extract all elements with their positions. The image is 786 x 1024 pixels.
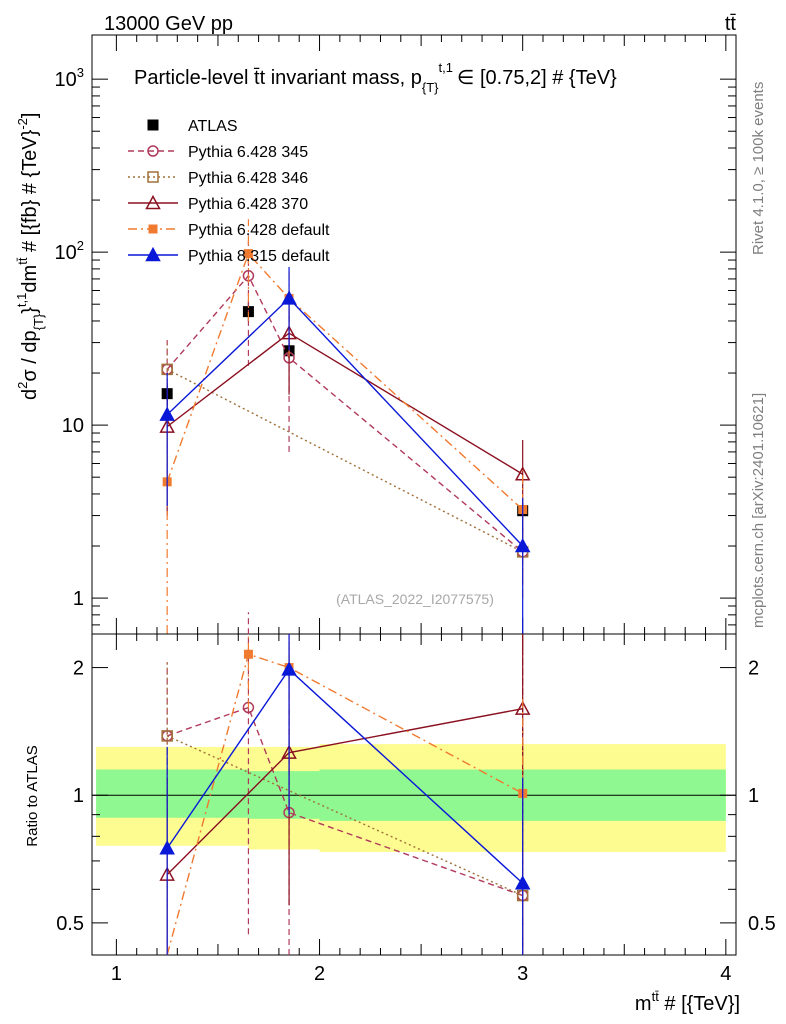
main-y-axis-label: d2σ / dp{T}}t,1dmtt̄ # [{fb} # {TeV}-2] [14,113,46,400]
uncertainty-band-inner [96,769,249,818]
ylabel-c-sup: t,1 [14,293,29,307]
ylabel-d-sup: tt̄ [15,257,30,265]
series-p6def [162,219,528,634]
xlabel-a-sup: tt̄ [652,989,660,1004]
ylabel-b: σ / dp [19,330,41,381]
ratio-y-tick-label-right: 2 [748,658,759,680]
point-p8def [159,406,175,421]
series-p346 [161,340,529,585]
ratio-point-p8def [281,661,297,676]
ratio-line-p6def [166,653,524,956]
series-p345 [161,235,529,585]
legend-label-p6def: Pythia 6.428 default [188,222,330,239]
ratio-point-p370 [514,700,531,715]
legend-marker-p345 [147,145,159,157]
ylabel-a: d [19,389,41,400]
series-line-p346 [166,368,524,553]
legend-marker-p370 [145,194,161,210]
main-y-tick-label: 102 [55,238,84,264]
xlabel-a: m [635,993,652,1015]
ratio-point-p346 [161,730,173,742]
ratio-y-tick-label: 0.5 [56,913,84,935]
legend-label-p370: Pythia 6.428 370 [188,196,308,213]
x-tick-label: 1 [111,963,122,985]
chart-title-sup: t,1 [439,60,453,75]
x-tick-label: 2 [314,963,325,985]
legend-label-p345: Pythia 6.428 345 [188,144,308,161]
series-p370 [159,290,531,539]
legend-marker-atlas [147,119,159,131]
series-line-p6def [166,252,524,511]
main-y-tick-label: 10 [62,415,84,437]
legend-label-atlas: ATLAS [188,118,238,135]
ratio-y-tick-label: 1 [73,785,84,807]
rivet-version-label: Rivet 4.1.0, ≥ 100k events [750,82,767,255]
legend-label-p346: Pythia 6.428 346 [188,170,308,187]
x-axis-label: mtt̄ # [{TeV}] [635,989,740,1015]
ylabel-e: # [{fb} # {TeV} [19,129,41,257]
series-line-p370 [166,332,524,475]
series-line-p8def [166,297,524,547]
ylabel-f: ] [19,113,41,119]
main-y-tick-label: 103 [55,65,84,91]
chart-title: Particle-level t̄t invariant mass, p{T}t… [134,60,617,95]
x-tick-label: 3 [517,963,528,985]
legend-marker-p6def [148,224,158,234]
legend-label-p8def: Pythia 8.315 default [188,248,330,265]
analysis-watermark: (ATLAS_2022_I2077575) [336,591,494,607]
legend: ATLAS Pythia 6.428 345 Pythia 6.428 346 Pyt… [128,118,330,265]
ylabel-e-sup: -2 [15,118,30,130]
chart-title-rest: ∈ [0.75,2] # {TeV} [457,67,617,89]
point-p8def [514,537,531,553]
ratio-line-p345 [166,706,523,897]
ylabel-c: } [19,307,41,314]
ratio-y-axis-label: Ratio to ATLAS [24,745,41,846]
point-p6def [243,249,253,259]
legend-marker-p8def [145,246,161,262]
chart-title-sub: {T} [422,80,439,95]
ylabel-d: dm [19,265,41,293]
xlabel-b: # [{TeV}] [659,993,740,1015]
ratio-series-p8def [159,634,531,955]
process-label: tt̄ [725,13,737,35]
ratio-y-tick-label: 2 [73,658,84,680]
x-tick-label: 4 [720,963,731,985]
ylabel-a-sup: 2 [15,382,30,389]
main-y-tick-label: 1 [73,588,84,610]
source-label: mcplots.cern.ch [arXiv:2401.10621] [750,393,767,628]
series-p8def [159,267,531,634]
ratio-point-p6def [243,649,253,659]
beam-label: 13000 GeV pp [104,13,233,35]
main-panel: 1 10 102 103 ATLAS Pythia 6.428 345 Pythia 6.4… [55,34,737,635]
legend-marker-p346 [147,171,159,183]
ratio-point-p8def [159,840,175,855]
chart-title-main: Particle-level t̄t invariant mass, p [134,67,422,89]
series-atlas [161,302,529,521]
ylabel-b-sub: {T} [31,313,46,330]
ratio-y-tick-label-right: 0.5 [748,913,776,935]
point-p8def [281,290,297,305]
ratio-y-tick-label-right: 1 [748,785,759,807]
ratio-point-p8def [514,875,531,890]
ratio-frame [91,633,737,956]
ratio-panel: 0.5 0.5 1 1 2 2 1 2 3 4 [56,612,776,985]
series-line-p345 [166,274,524,553]
